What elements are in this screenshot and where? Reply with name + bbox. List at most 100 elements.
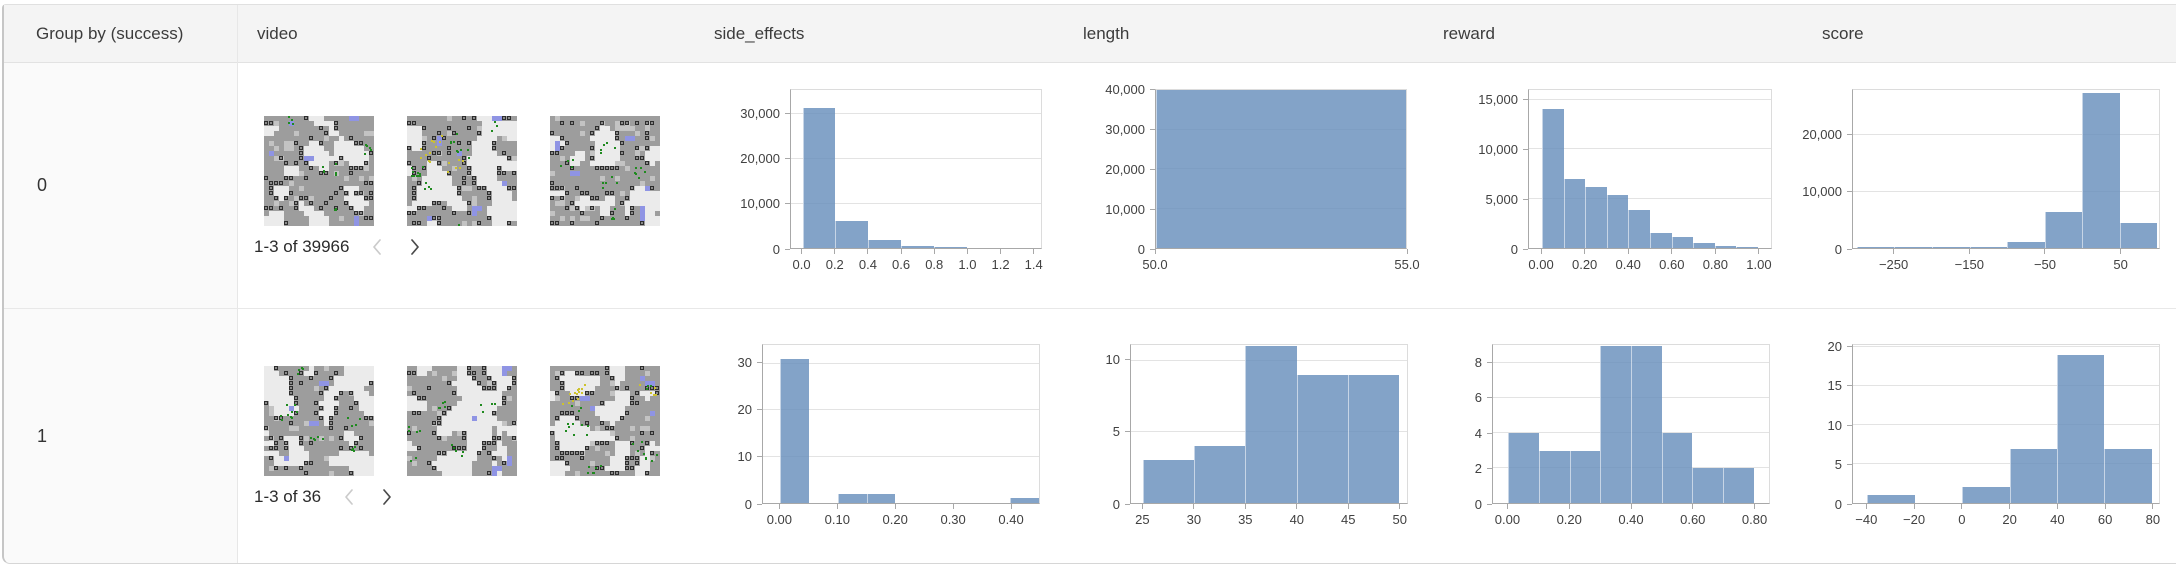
- histogram-bar: [1569, 450, 1601, 503]
- x-tick-label: 0.6: [892, 257, 911, 272]
- x-tick-mark: [2056, 504, 2058, 509]
- x-tick-label: 0.60: [1680, 512, 1706, 527]
- gridline: [763, 455, 1039, 457]
- x-tick-label: 0.10: [824, 512, 850, 527]
- histogram-bar: [1606, 194, 1629, 248]
- column-header-label: Group by (success): [36, 24, 184, 43]
- y-tick-label: 8: [1474, 355, 1482, 371]
- y-tick-label: 20,000: [740, 151, 780, 167]
- y-tick-label: 10: [1105, 352, 1120, 368]
- x-tick-label: 40: [1289, 512, 1305, 527]
- table-row-group-1: 1 1-3 of 36 0 10 20 30 0.00 0.10 0.20 0.30 0.40…: [4, 309, 2176, 563]
- y-tick-mark: [757, 503, 762, 505]
- gridline: [1853, 346, 2159, 348]
- y-tick-mark: [1150, 168, 1155, 170]
- y-tick-mark: [1125, 359, 1130, 361]
- gridline: [763, 409, 1039, 411]
- column-header-video[interactable]: video: [237, 5, 702, 63]
- chevron-left-icon[interactable]: [339, 486, 359, 508]
- y-tick-mark: [757, 409, 762, 411]
- plot-area: [1155, 89, 1407, 249]
- x-axis: 0.00 0.20 0.40 0.60 0.80 1.00: [1528, 249, 1772, 275]
- histogram-bar: [1194, 446, 1246, 503]
- y-tick-mark: [1487, 397, 1492, 399]
- video-thumbnail[interactable]: [407, 366, 517, 476]
- y-tick-mark: [1487, 432, 1492, 434]
- video-thumbnail[interactable]: [264, 366, 374, 476]
- x-tick-mark: [933, 249, 935, 254]
- y-tick-label: 10: [1827, 417, 1842, 433]
- chevron-right-icon[interactable]: [405, 236, 425, 258]
- grouped-runs-table: Group by (success) video side_effects le…: [2, 4, 2176, 564]
- histogram-bar: [2044, 212, 2083, 248]
- x-tick-label: 0.00: [1494, 512, 1521, 527]
- column-header-label: reward: [1443, 24, 1495, 43]
- video-thumbnail[interactable]: [550, 366, 660, 476]
- pager-range-label: 1-3 of 36: [254, 487, 322, 506]
- row-divider: [4, 308, 2176, 309]
- column-header-reward[interactable]: reward: [1427, 5, 1792, 63]
- gridline: [1853, 190, 2159, 192]
- x-tick-label: 20: [2002, 512, 2017, 527]
- histogram-bar: [1563, 178, 1586, 248]
- x-tick-mark: [1399, 504, 1401, 509]
- gridline: [1853, 424, 2159, 426]
- y-axis: 0 10,000 20,000 30,000 40,000: [1067, 83, 1155, 256]
- x-tick-mark: [801, 249, 803, 254]
- x-axis: −40 −20 0 20 40 60 80: [1852, 504, 2160, 530]
- x-tick-label: 60: [2097, 512, 2113, 527]
- column-header-score[interactable]: score: [1792, 5, 2176, 63]
- y-tick-label: 15,000: [1478, 91, 1518, 107]
- column-header-group-by[interactable]: Group by (success): [4, 5, 237, 63]
- x-tick-label: 0.20: [882, 512, 908, 527]
- y-tick-mark: [1150, 208, 1155, 210]
- y-tick-label: 6: [1474, 390, 1482, 406]
- histogram-bar: [802, 107, 836, 248]
- y-tick-mark: [785, 248, 790, 250]
- group-value-cell: 0: [4, 63, 237, 308]
- video-thumbnail[interactable]: [550, 116, 660, 226]
- x-tick-label: 0.20: [1556, 512, 1582, 527]
- video-pager: 1-3 of 36: [254, 483, 397, 511]
- plot-area: [1492, 344, 1770, 504]
- group-value: 0: [37, 175, 48, 195]
- x-axis: −250 −150 −50 50: [1852, 249, 2160, 275]
- x-tick-label: 1.2: [991, 257, 1010, 272]
- histogram-bar: [1714, 245, 1737, 248]
- x-tick-mark: [1154, 249, 1156, 254]
- x-tick-mark: [1692, 504, 1694, 509]
- x-tick-mark: [1961, 504, 1963, 509]
- x-tick-mark: [1033, 249, 1035, 254]
- chevron-right-icon[interactable]: [377, 486, 397, 508]
- histogram-bar: [1296, 374, 1348, 503]
- histogram-bar: [2119, 223, 2158, 248]
- histogram-bar: [1600, 345, 1631, 503]
- x-tick-label: 30: [1186, 512, 1202, 527]
- chevron-left-icon[interactable]: [367, 236, 387, 258]
- column-header-length[interactable]: length: [1067, 5, 1427, 63]
- x-tick-label: 1.0: [958, 257, 977, 272]
- video-thumbnail[interactable]: [264, 116, 374, 226]
- x-tick-label: 0.40: [1615, 257, 1641, 272]
- gridline: [1853, 463, 2159, 465]
- y-tick-label: 20: [1827, 338, 1842, 354]
- x-tick-mark: [1000, 249, 1002, 254]
- x-tick-label: 0.40: [998, 512, 1024, 527]
- histogram-bar: [1692, 468, 1723, 503]
- histogram-bar: [2009, 448, 2057, 503]
- x-tick-label: 35: [1238, 512, 1253, 527]
- video-thumbnail[interactable]: [407, 116, 517, 226]
- column-header-side-effects[interactable]: side_effects: [702, 5, 1067, 63]
- x-tick-label: 80: [2145, 512, 2161, 527]
- x-tick-mark: [834, 249, 836, 254]
- histogram-bar: [934, 247, 967, 248]
- x-tick-label: −20: [1903, 512, 1926, 527]
- histogram-bar: [837, 493, 867, 503]
- y-tick-label: 10,000: [740, 196, 780, 212]
- y-tick-mark: [1125, 503, 1130, 505]
- y-tick-label: 10: [737, 449, 752, 465]
- histogram-bar: [1628, 210, 1650, 248]
- histogram-bar: [835, 221, 869, 248]
- histogram-bar: [1736, 246, 1759, 248]
